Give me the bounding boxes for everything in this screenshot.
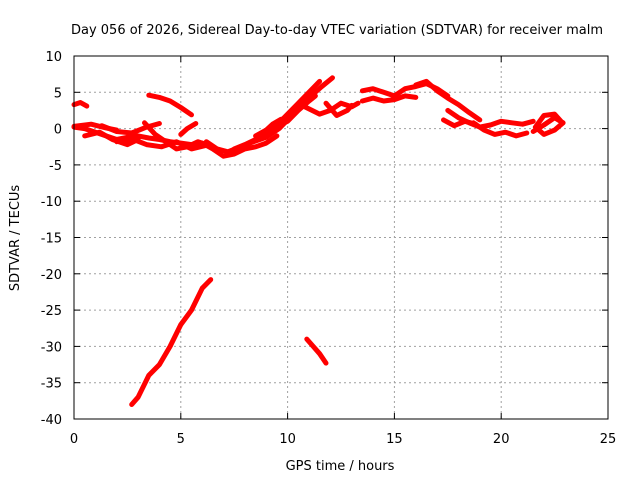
y-tick-label: 5 xyxy=(54,86,62,101)
y-axis-label: SDTVAR / TECUs xyxy=(8,185,23,292)
series-track-10 xyxy=(203,75,335,155)
x-tick-label: 5 xyxy=(177,432,185,447)
x-axis-label: GPS time / hours xyxy=(286,459,395,474)
series-track-01 xyxy=(71,100,90,109)
chart-title: Day 056 of 2026, Sidereal Day-to-day VTE… xyxy=(71,23,603,38)
axis-ticks xyxy=(73,55,609,420)
series-track-12 xyxy=(253,116,284,139)
series-track-23 xyxy=(129,277,214,407)
series-track-08 xyxy=(142,120,212,152)
y-tick-label: -25 xyxy=(41,304,62,319)
grid xyxy=(74,56,608,419)
series-track-09 xyxy=(178,121,199,137)
x-tick-label: 20 xyxy=(493,432,510,447)
plot-frame xyxy=(73,55,609,420)
series-track-15 xyxy=(323,100,355,118)
y-tick-label: -35 xyxy=(41,377,62,392)
y-tick-label: -10 xyxy=(41,195,62,210)
y-tick-label: -30 xyxy=(41,340,62,355)
x-tick-labels: 0 5 10 15 20 25 xyxy=(70,432,616,447)
data-series xyxy=(71,75,566,407)
y-tick-label: -40 xyxy=(41,413,62,428)
x-tick-label: 10 xyxy=(279,432,296,447)
series-track-13 xyxy=(274,93,318,129)
x-tick-label: 0 xyxy=(70,432,78,447)
series-track-24 xyxy=(304,336,329,366)
series-track-18 xyxy=(413,78,483,123)
series-track-05 xyxy=(99,121,162,136)
y-tick-label: -20 xyxy=(41,268,62,283)
x-tick-label: 15 xyxy=(386,432,403,447)
y-tick-label: 0 xyxy=(54,123,62,138)
y-tick-label: 10 xyxy=(45,50,62,65)
series-track-19 xyxy=(445,107,536,130)
series-track-22 xyxy=(530,111,566,137)
y-tick-label: -15 xyxy=(41,232,62,247)
series-track-21 xyxy=(470,120,530,139)
x-tick-label: 25 xyxy=(600,432,617,447)
series-track-17 xyxy=(359,93,419,104)
series-track-04 xyxy=(82,129,141,148)
y-tick-label: -5 xyxy=(49,159,62,174)
series-track-07 xyxy=(146,92,194,118)
series-track-06 xyxy=(114,136,209,152)
y-tick-labels: 10 5 0 -5 -10 -15 -20 -25 -30 -35 -40 xyxy=(41,50,62,428)
series-track-20 xyxy=(441,117,479,129)
